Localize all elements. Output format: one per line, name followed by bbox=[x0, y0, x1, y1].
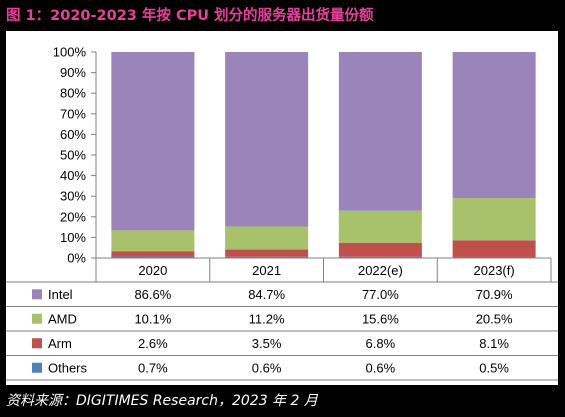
category-label: 2020 bbox=[138, 263, 167, 278]
bar-arm-2023f bbox=[452, 240, 536, 257]
legend-label-arm: Arm bbox=[48, 336, 72, 351]
y-tick-label: 90% bbox=[60, 65, 86, 80]
data-label: 77.0% bbox=[362, 287, 399, 302]
y-tick-label: 70% bbox=[60, 106, 86, 121]
y-tick-label: 20% bbox=[60, 209, 86, 224]
y-tick-label: 10% bbox=[60, 230, 86, 245]
legend-label-amd: AMD bbox=[48, 311, 77, 326]
data-label: 10.1% bbox=[134, 311, 171, 326]
bar-intel-2023f bbox=[452, 52, 536, 199]
chart-panel: 0% 10% 20% 30% 40% 50% 60% 70% 80% 90% 100% 2020 202… bbox=[6, 31, 558, 385]
y-tick-label: 0% bbox=[67, 251, 86, 266]
bar-intel-2020 bbox=[111, 52, 195, 231]
data-label: 0.6% bbox=[252, 360, 282, 375]
bar-others-2023f bbox=[452, 256, 536, 258]
legend-label-intel: Intel bbox=[48, 287, 73, 302]
data-label: 3.5% bbox=[252, 336, 282, 351]
source-note: 资料来源：DIGITIMES Research，2023 年 2 月 bbox=[6, 393, 318, 409]
y-tick-label: 50% bbox=[60, 148, 86, 163]
category-label: 2023(f) bbox=[474, 263, 515, 278]
bar-amd-2021 bbox=[225, 226, 309, 250]
data-label: 6.8% bbox=[366, 336, 396, 351]
bar-intel-2021 bbox=[225, 52, 309, 227]
data-label: 86.6% bbox=[134, 287, 171, 302]
data-label: 84.7% bbox=[248, 287, 285, 302]
bar-others-2022e bbox=[338, 256, 422, 258]
legend-swatch-amd bbox=[32, 313, 42, 324]
bar-intel-2022e bbox=[338, 52, 422, 211]
data-label: 20.5% bbox=[476, 311, 513, 326]
y-tick-label: 40% bbox=[60, 168, 86, 183]
data-label: 15.6% bbox=[362, 311, 399, 326]
bar-arm-2022e bbox=[338, 242, 422, 257]
bar-arm-2020 bbox=[111, 251, 195, 257]
y-tick-label: 60% bbox=[60, 127, 86, 142]
y-tick-label: 80% bbox=[60, 86, 86, 101]
bar-others-2021 bbox=[225, 256, 309, 258]
data-label: 11.2% bbox=[249, 311, 285, 326]
data-label: 2.6% bbox=[138, 336, 168, 351]
bar-amd-2020 bbox=[111, 230, 195, 252]
data-label: 8.1% bbox=[479, 336, 509, 351]
chart-title: 图 1：2020-2023 年按 CPU 划分的服务器出货量份额 bbox=[6, 8, 374, 24]
legend-swatch-others bbox=[32, 362, 42, 373]
legend-swatch-arm bbox=[32, 338, 42, 349]
legend-swatch-intel bbox=[32, 289, 42, 300]
category-label: 2022(e) bbox=[358, 263, 403, 278]
data-label: 0.5% bbox=[479, 360, 509, 375]
category-label: 2021 bbox=[252, 263, 281, 278]
data-label: 0.6% bbox=[366, 360, 396, 375]
bar-arm-2021 bbox=[225, 249, 309, 257]
stacked-bar-chart: 0% 10% 20% 30% 40% 50% 60% 70% 80% 90% 100% 2020 202… bbox=[6, 45, 558, 381]
bar-amd-2022e bbox=[338, 210, 422, 243]
data-label: 70.9% bbox=[476, 287, 513, 302]
bar-amd-2023f bbox=[452, 198, 536, 241]
y-tick-label: 100% bbox=[53, 45, 87, 60]
bar-others-2020 bbox=[111, 256, 195, 258]
data-label: 0.7% bbox=[138, 360, 168, 375]
legend-label-others: Others bbox=[48, 360, 88, 375]
y-tick-label: 30% bbox=[60, 189, 86, 204]
